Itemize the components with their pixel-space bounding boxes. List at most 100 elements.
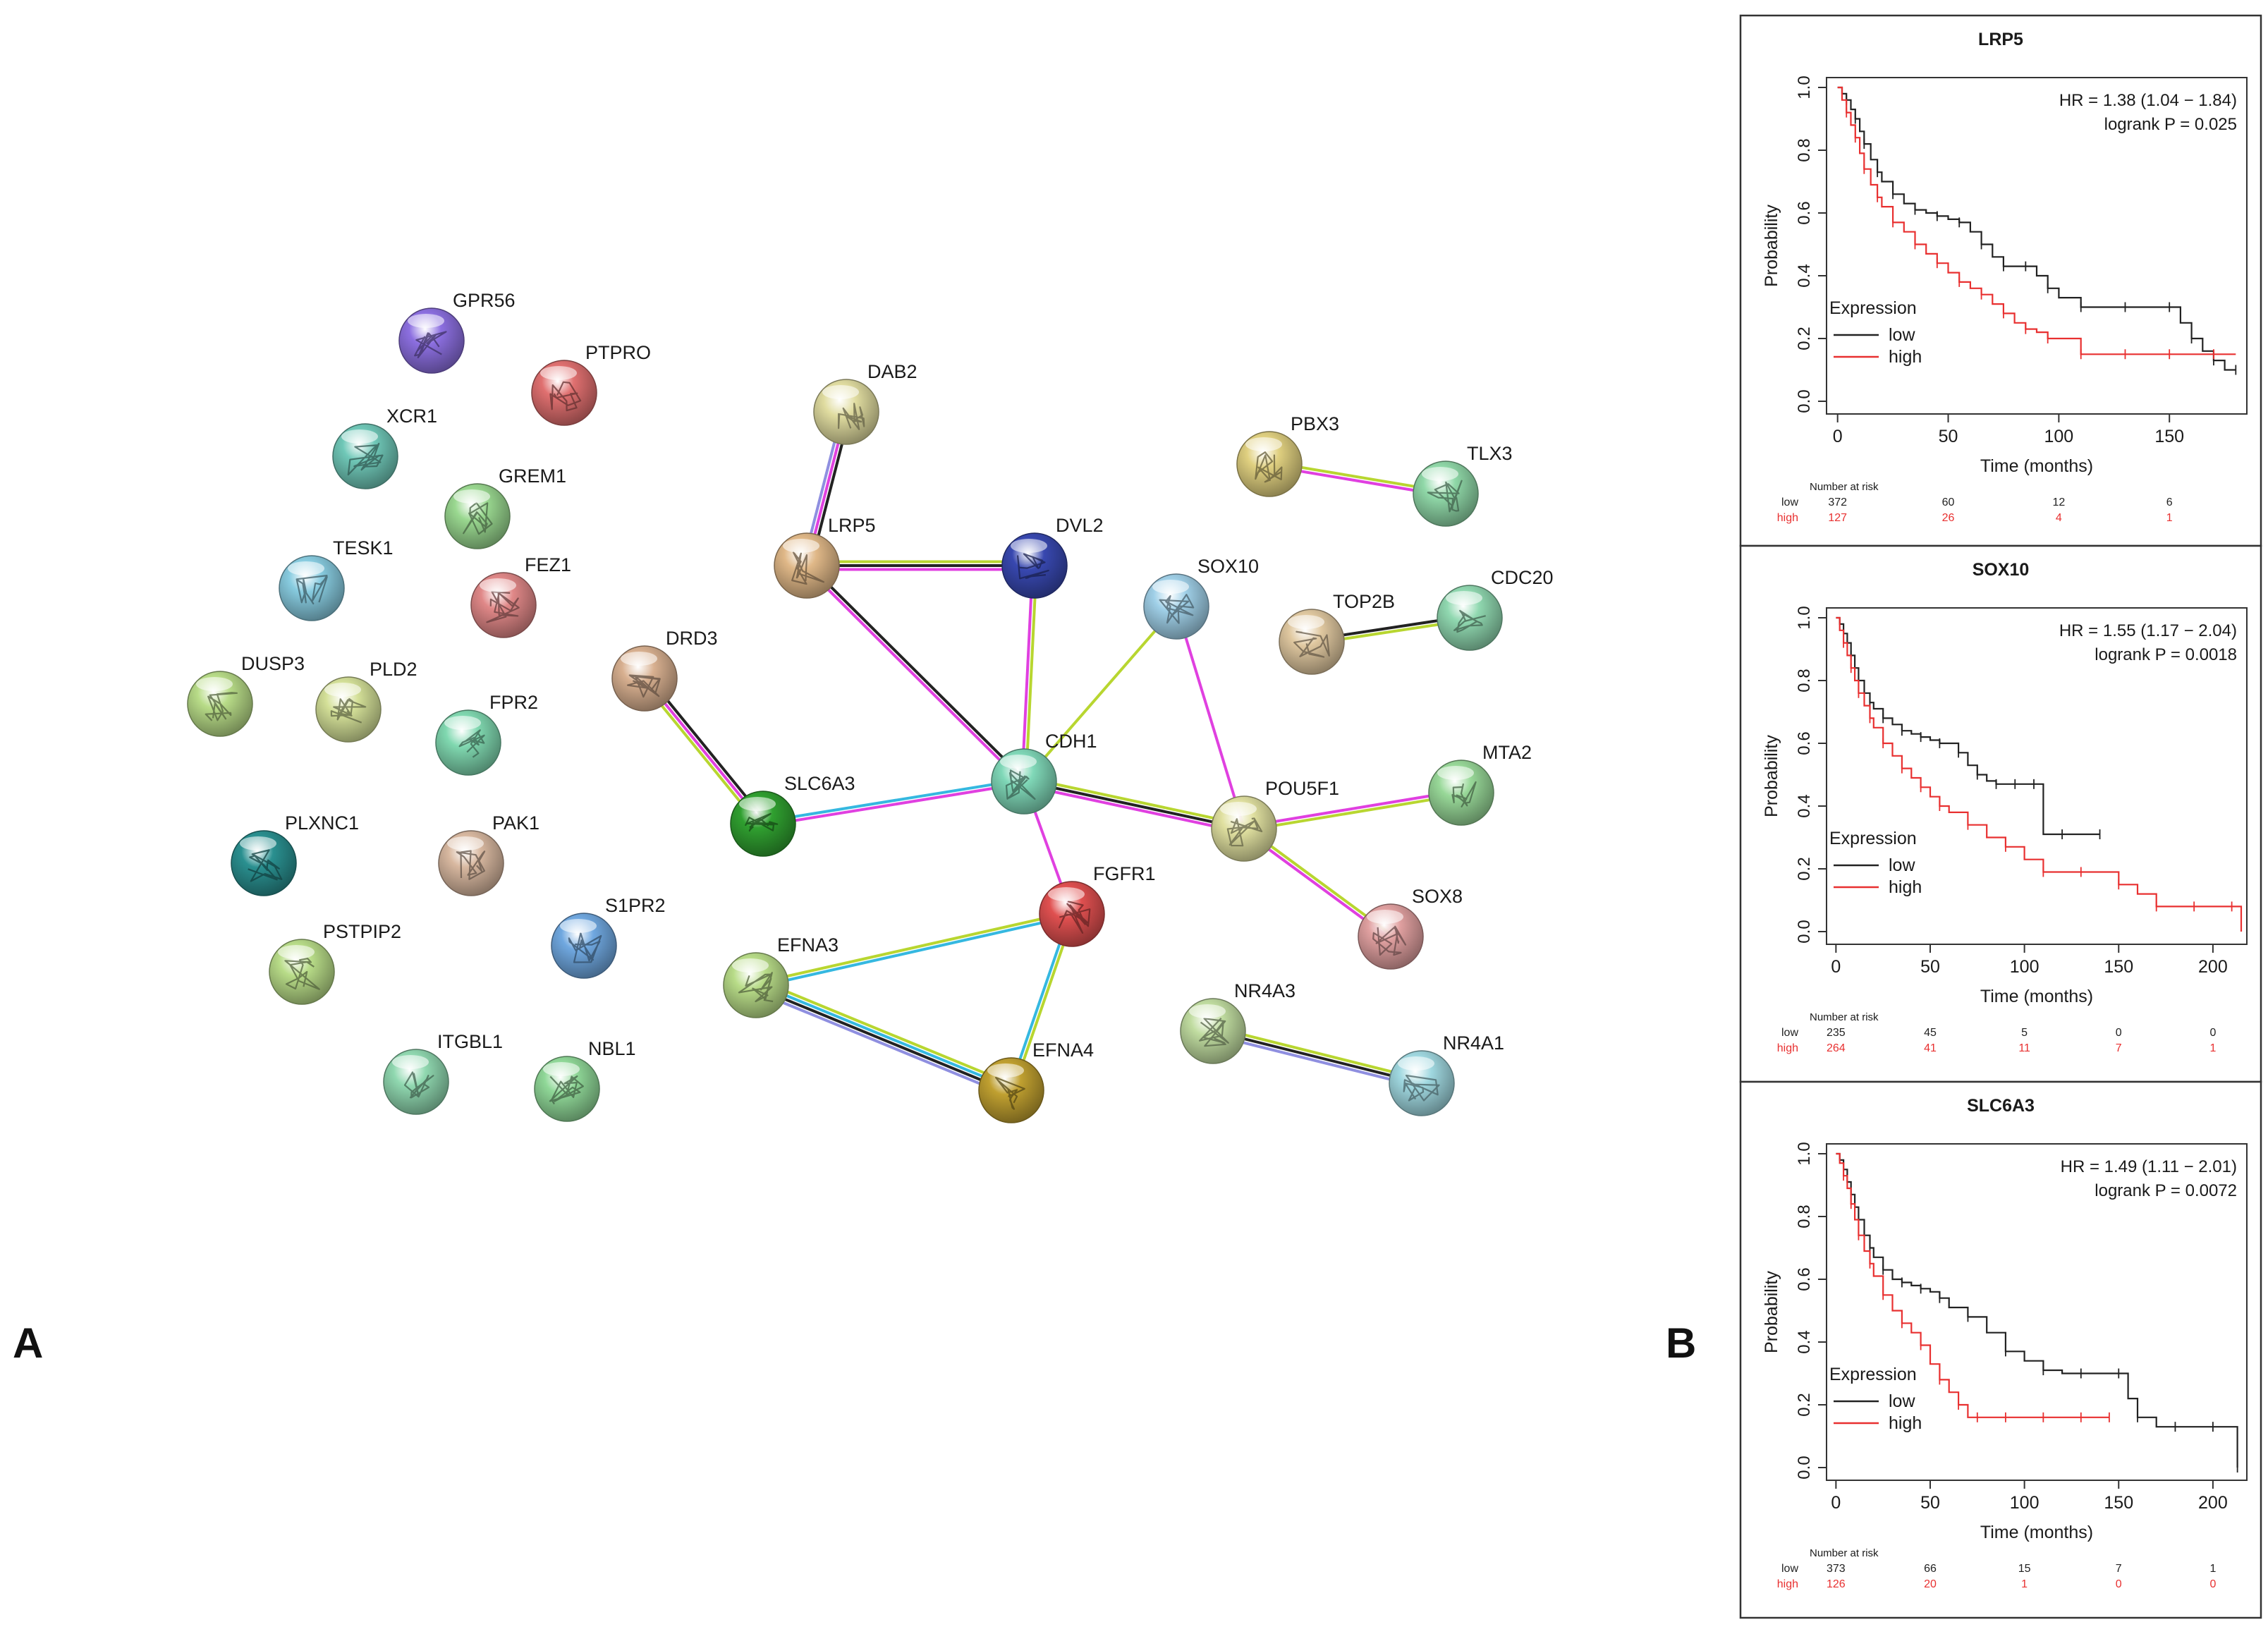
plot-area xyxy=(1826,77,2248,415)
edge-evidence-line xyxy=(756,982,1013,1090)
node-top2b[interactable]: TOP2B xyxy=(1279,591,1395,675)
risk-value: 0 xyxy=(2209,1027,2216,1039)
node-itgbl1[interactable]: ITGBL1 xyxy=(383,1031,503,1115)
edge-lrp5-cdh1[interactable] xyxy=(804,563,1027,784)
node-lrp5[interactable]: LRP5 xyxy=(774,515,876,599)
edge-evidence-line xyxy=(1024,776,1245,827)
km-curve-high xyxy=(1836,616,2243,932)
legend-entry: high xyxy=(1889,877,1922,897)
y-axis-label: Probability xyxy=(1762,1271,1781,1353)
node-highlight xyxy=(822,385,859,399)
node-highlight xyxy=(1011,539,1047,553)
node-tesk1[interactable]: TESK1 xyxy=(279,537,394,621)
node-slc6a3[interactable]: SLC6A3 xyxy=(730,773,855,857)
edge-sox10-pou5f1[interactable] xyxy=(1175,606,1245,829)
protein-structure-icon xyxy=(330,697,367,724)
node-dusp3[interactable]: DUSP3 xyxy=(187,653,305,737)
node-gpr56[interactable]: GPR56 xyxy=(398,290,516,374)
node-highlight xyxy=(1000,755,1037,769)
node-ptpro[interactable]: PTPRO xyxy=(531,342,651,426)
node-label: DRD3 xyxy=(666,628,718,649)
edge-nr4a3-nr4a1[interactable] xyxy=(1212,1025,1423,1089)
node-efna3[interactable]: EFNA3 xyxy=(723,934,839,1018)
risk-value: 126 xyxy=(1827,1578,1846,1590)
node-nr4a1[interactable]: NR4A1 xyxy=(1389,1032,1504,1116)
risk-value: 6 xyxy=(2166,496,2173,508)
node-drd3[interactable]: DRD3 xyxy=(611,628,718,712)
node-highlight xyxy=(732,958,769,973)
legend-title: Expression xyxy=(1829,829,1917,848)
node-pld2[interactable]: PLD2 xyxy=(315,659,417,743)
node-label: LRP5 xyxy=(828,515,876,536)
protein-structure-icon xyxy=(248,849,283,882)
node-pstpip2[interactable]: PSTPIP2 xyxy=(269,921,401,1005)
node-pak1[interactable]: PAK1 xyxy=(438,812,539,896)
risk-value: 0 xyxy=(2209,1578,2216,1590)
node-dvl2[interactable]: DVL2 xyxy=(1001,515,1104,599)
node-cdc20[interactable]: CDC20 xyxy=(1437,567,1554,651)
node-tlx3[interactable]: TLX3 xyxy=(1413,443,1513,527)
node-pbx3[interactable]: PBX3 xyxy=(1236,413,1339,497)
edge-fgfr1-efna3[interactable] xyxy=(755,910,1073,989)
node-label: PBX3 xyxy=(1291,413,1339,434)
node-grem1[interactable]: GREM1 xyxy=(444,465,566,549)
protein-structure-icon xyxy=(284,958,320,990)
edge-efna3-efna4[interactable] xyxy=(753,978,1014,1097)
node-fez1[interactable]: FEZ1 xyxy=(470,554,571,638)
node-cdh1[interactable]: CDH1 xyxy=(991,731,1097,815)
protein-structure-icon xyxy=(403,1071,434,1099)
edge-evidence-line xyxy=(762,778,1024,824)
node-s1pr2[interactable]: S1PR2 xyxy=(551,895,666,979)
risk-row-label: high xyxy=(1777,1042,1798,1054)
node-highlight xyxy=(1245,437,1282,451)
node-highlight xyxy=(1288,615,1324,629)
x-tick-label: 100 xyxy=(2044,427,2074,446)
node-sox8[interactable]: SOX8 xyxy=(1358,886,1463,970)
x-tick-label: 150 xyxy=(2104,957,2133,977)
node-dab2[interactable]: DAB2 xyxy=(813,361,917,445)
x-axis-label: Time (months) xyxy=(1980,987,2093,1006)
node-highlight xyxy=(1398,1056,1434,1071)
y-tick-label: 0.0 xyxy=(1795,389,1814,413)
risk-row-label: high xyxy=(1777,1578,1798,1590)
node-sox10[interactable]: SOX10 xyxy=(1143,556,1259,640)
node-label: PAK1 xyxy=(492,812,539,834)
protein-structure-icon xyxy=(205,692,238,721)
node-label: S1PR2 xyxy=(605,895,666,916)
edge-evidence-line xyxy=(1023,780,1245,830)
protein-structure-icon xyxy=(549,381,582,412)
x-tick-label: 200 xyxy=(2198,1493,2228,1513)
node-efna4[interactable]: EFNA4 xyxy=(978,1039,1094,1123)
node-pou5f1[interactable]: POU5F1 xyxy=(1211,778,1339,862)
edge-slc6a3-cdh1[interactable] xyxy=(762,778,1025,827)
edge-lrp5-dvl2[interactable] xyxy=(807,560,1035,571)
edge-cdh1-pou5f1[interactable] xyxy=(1023,776,1245,834)
protein-structure-icon xyxy=(738,972,774,1003)
risk-value: 7 xyxy=(2116,1563,2122,1575)
protein-structure-icon xyxy=(549,1075,584,1105)
node-xcr1[interactable]: XCR1 xyxy=(332,406,437,489)
legend-entry: high xyxy=(1889,347,1922,367)
edge-sox10-cdh1[interactable] xyxy=(1023,605,1178,783)
node-mta2[interactable]: MTA2 xyxy=(1428,742,1532,826)
edge-evidence-line xyxy=(1020,565,1035,781)
node-label: SOX8 xyxy=(1412,886,1463,907)
node-fgfr1[interactable]: FGFR1 xyxy=(1039,863,1156,947)
risk-value: 0 xyxy=(2116,1578,2122,1590)
node-label: NR4A1 xyxy=(1443,1032,1504,1054)
risk-value: 1 xyxy=(2021,1578,2028,1590)
node-highlight xyxy=(739,797,776,811)
protein-structure-icon xyxy=(1159,594,1195,624)
edge-pou5f1-mta2[interactable] xyxy=(1243,789,1462,832)
node-highlight xyxy=(453,489,490,504)
risk-value: 1 xyxy=(2209,1563,2216,1575)
risk-value: 235 xyxy=(1827,1027,1846,1039)
node-nbl1[interactable]: NBL1 xyxy=(534,1038,636,1122)
node-nr4a3[interactable]: NR4A3 xyxy=(1180,980,1295,1064)
edge-dvl2-cdh1[interactable] xyxy=(1020,565,1038,782)
protein-structure-icon xyxy=(295,575,328,605)
risk-value: 45 xyxy=(1924,1027,1937,1039)
node-plxnc1[interactable]: PLXNC1 xyxy=(231,812,359,896)
node-fpr2[interactable]: FPR2 xyxy=(435,692,538,776)
risk-table-header: Number at risk xyxy=(1810,481,1879,493)
